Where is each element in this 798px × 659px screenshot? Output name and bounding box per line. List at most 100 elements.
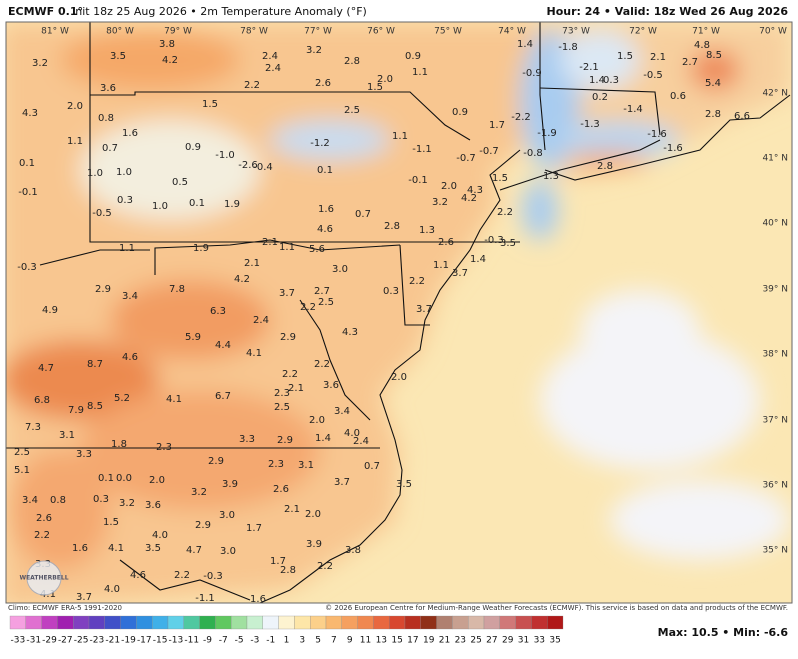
anomaly-value: -2.1 — [579, 62, 599, 73]
colorbar-swatch — [57, 615, 74, 630]
anomaly-value: 4.3 — [22, 108, 38, 119]
colorbar-swatch — [199, 615, 216, 630]
anomaly-value: 2.4 — [262, 51, 278, 62]
lon-label: 80° W — [106, 27, 134, 37]
anomaly-value: 0.3 — [383, 286, 399, 297]
colorbar-label: 33 — [534, 636, 545, 646]
colorbar-label: -19 — [121, 636, 136, 646]
anomaly-value: 2.8 — [705, 109, 721, 120]
colorbar-label: 17 — [407, 636, 418, 646]
anomaly-value: 2.4 — [253, 315, 269, 326]
anomaly-value: 0.6 — [670, 91, 686, 102]
anomaly-value: 0.7 — [355, 209, 371, 220]
anomaly-value: 2.8 — [280, 565, 296, 576]
colorbar-label: 31 — [518, 636, 529, 646]
colorbar-swatch — [420, 615, 437, 630]
anomaly-value: 0.1 — [317, 165, 333, 176]
valid-time: Hour: 24 • Valid: 18z Wed 26 Aug 2026 — [547, 5, 789, 18]
lat-label: 39° N — [762, 285, 788, 295]
colorbar-swatch — [483, 615, 500, 630]
anomaly-value: 0.9 — [452, 107, 468, 118]
colorbar-swatch — [104, 615, 121, 630]
anomaly-value: 1.3 — [419, 225, 435, 236]
colorbar-swatch — [436, 615, 453, 630]
anomaly-value: 0.7 — [364, 461, 380, 472]
anomaly-value: 3.7 — [334, 477, 350, 488]
anomaly-value: 7.3 — [25, 422, 41, 433]
anomaly-value: -1.1 — [412, 144, 432, 155]
anomaly-value: 6.7 — [215, 391, 231, 402]
lat-label: 41° N — [762, 154, 788, 164]
map-frame — [5, 21, 793, 604]
colorbar-swatch — [515, 615, 532, 630]
colorbar-swatch — [152, 615, 169, 630]
anomaly-value: 0.5 — [172, 177, 188, 188]
colorbar-label: 23 — [455, 636, 466, 646]
lon-label: 75° W — [434, 27, 462, 37]
colorbar-swatch — [404, 615, 421, 630]
anomaly-value: -0.1 — [408, 175, 428, 186]
anomaly-value: 4.1 — [246, 348, 262, 359]
map-title: Init 18z 25 Aug 2026 • 2m Temperature An… — [72, 5, 367, 18]
anomaly-value: 4.7 — [186, 545, 202, 556]
anomaly-value: 1.5 — [617, 51, 633, 62]
lon-label: 77° W — [304, 27, 332, 37]
anomaly-value: 2.1 — [284, 504, 300, 515]
boundaries — [6, 22, 791, 603]
anomaly-value: 3.0 — [220, 546, 236, 557]
anomaly-value: -2.2 — [511, 112, 531, 123]
anomaly-value: -0.3 — [17, 262, 37, 273]
anomaly-value: 2.9 — [280, 332, 296, 343]
anomaly-value: 2.2 — [282, 369, 298, 380]
anomaly-value: 3.6 — [100, 83, 116, 94]
anomaly-value: 0.3 — [603, 75, 619, 86]
lon-label: 79° W — [164, 27, 192, 37]
anomaly-value: 3.2 — [191, 487, 207, 498]
colorbar-swatch — [231, 615, 248, 630]
anomaly-value: 8.5 — [706, 50, 722, 61]
anomaly-value: 2.5 — [14, 447, 30, 458]
colorbar-label: -15 — [153, 636, 168, 646]
colorbar-swatch — [73, 615, 90, 630]
lon-label: 78° W — [240, 27, 268, 37]
anomaly-value: 1.6 — [122, 128, 138, 139]
colorbar-swatch — [531, 615, 548, 630]
colorbar-swatch — [183, 615, 200, 630]
anomaly-value: 3.6 — [145, 500, 161, 511]
anomaly-value: 8.7 — [87, 359, 103, 370]
anomaly-value: 1.5 — [103, 517, 119, 528]
colorbar-label: -23 — [90, 636, 105, 646]
colorbar-label: -17 — [137, 636, 152, 646]
anomaly-value: 2.9 — [95, 284, 111, 295]
anomaly-value: 3.2 — [432, 197, 448, 208]
credit: © 2026 European Centre for Medium-Range … — [325, 604, 788, 612]
colorbar-label: -3 — [250, 636, 259, 646]
colorbar-swatch — [341, 615, 358, 630]
anomaly-value: 1.1 — [412, 67, 428, 78]
anomaly-value: 1.6 — [250, 594, 266, 605]
anomaly-value: -0.9 — [522, 68, 542, 79]
climo-note: Climo: ECMWF ERA-5 1991-2020 — [8, 604, 122, 612]
anomaly-value: 1.0 — [152, 201, 168, 212]
anomaly-value: 5.4 — [705, 78, 721, 89]
anomaly-value: 2.3 — [156, 442, 172, 453]
colorbar-swatch — [389, 615, 406, 630]
anomaly-value: -1.6 — [663, 143, 683, 154]
anomaly-value: 3.7 — [279, 288, 295, 299]
anomaly-value: 2.4 — [265, 63, 281, 74]
anomaly-value: 2.8 — [344, 56, 360, 67]
colorbar-label: 5 — [315, 636, 321, 646]
anomaly-value: 0.8 — [50, 495, 66, 506]
anomaly-value: 4.0 — [344, 428, 360, 439]
anomaly-value: 1.5 — [202, 99, 218, 110]
colorbar-label: -33 — [11, 636, 26, 646]
colorbar-label: 25 — [470, 636, 481, 646]
anomaly-value: 3.9 — [222, 479, 238, 490]
logo-text: WEATHERBELL — [19, 575, 68, 582]
anomaly-value: 2.6 — [438, 237, 454, 248]
anomaly-value: 1.1 — [67, 136, 83, 147]
logo: WEATHERBELL — [19, 560, 69, 596]
anomaly-value: 1.7 — [489, 120, 505, 131]
anomaly-value: 1.3 — [543, 171, 559, 182]
